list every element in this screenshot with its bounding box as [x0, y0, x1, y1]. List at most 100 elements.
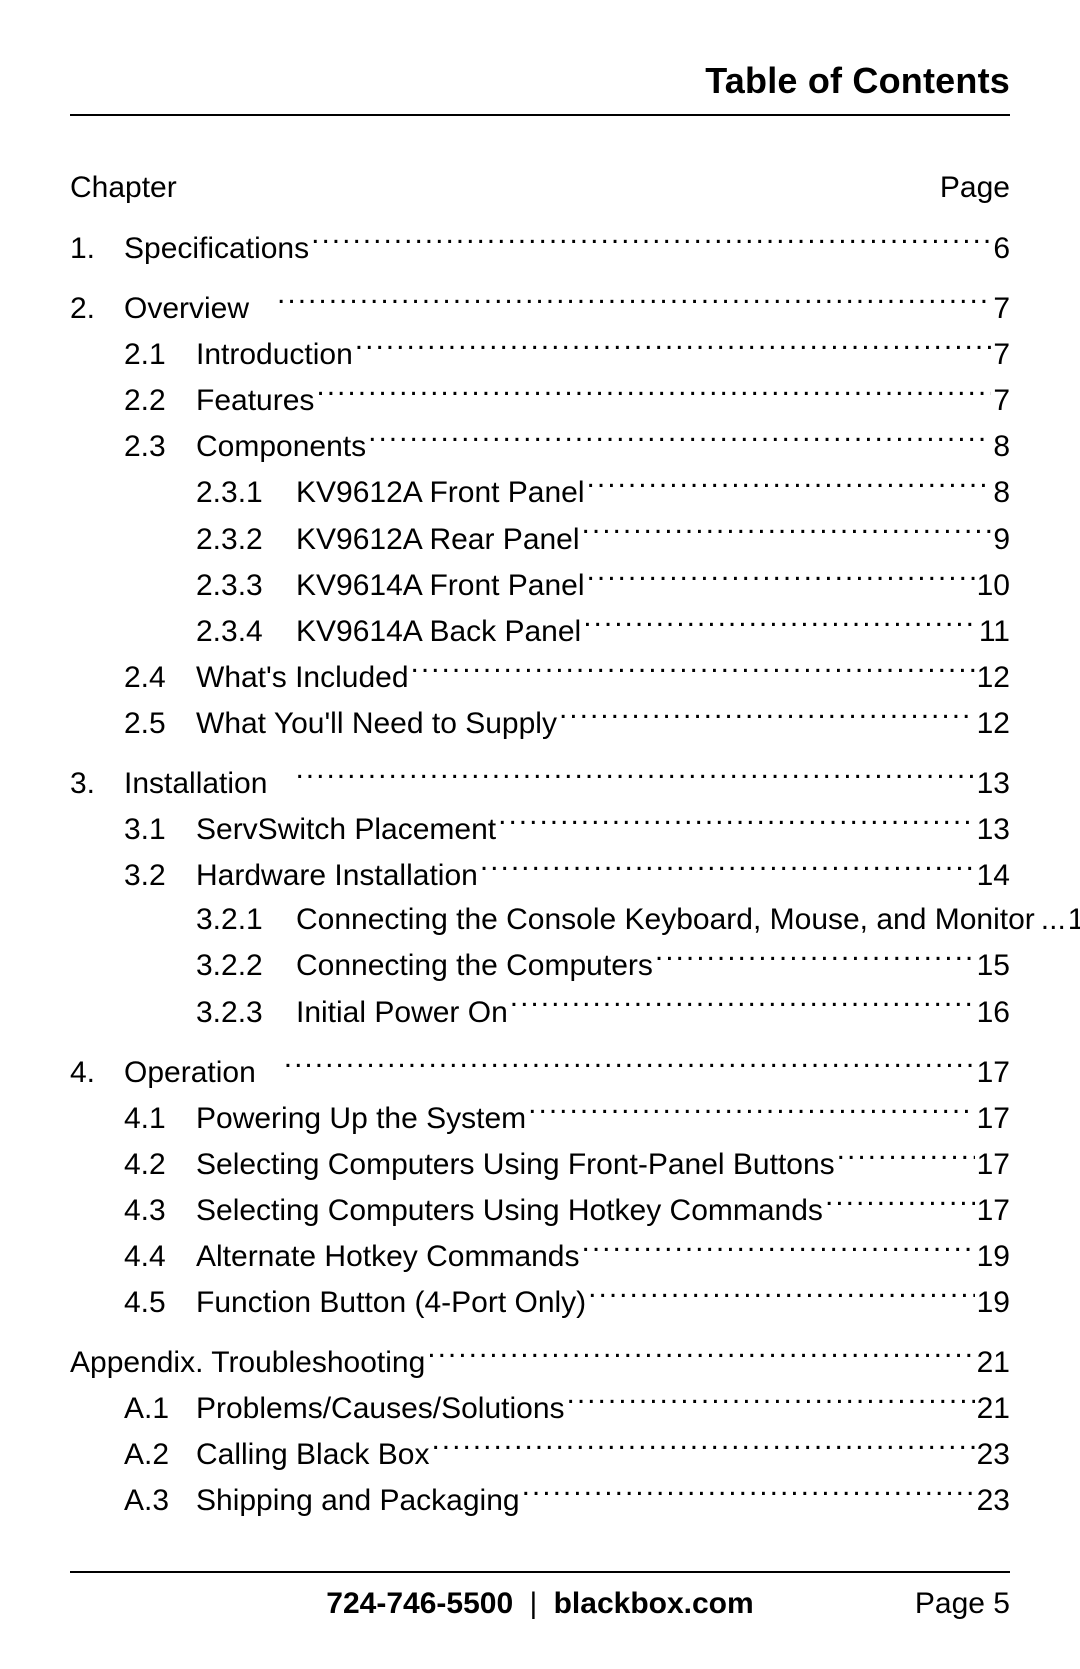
- toc-entry: 2.Overview 7: [70, 285, 1010, 331]
- page-footer: 724-746-5500 | blackbox.com Page 5: [70, 1571, 1010, 1621]
- toc-entry-number: 4.: [70, 1051, 124, 1095]
- toc-entry-page: 13: [975, 762, 1010, 806]
- toc-dot-leader: [510, 989, 975, 1022]
- toc-entry: 3.2Hardware Installation14: [70, 852, 1010, 898]
- toc-entry-title: KV9612A Rear Panel: [296, 518, 580, 562]
- toc-entry-number: A.1: [124, 1387, 196, 1431]
- toc-entry-title: Installation: [124, 762, 267, 806]
- toc-dot-leader: [582, 516, 992, 549]
- toc-entry-page: 15: [975, 944, 1010, 988]
- toc-dot-leader: [522, 1477, 975, 1510]
- toc-entry-page: 17: [975, 1189, 1010, 1233]
- toc-dot-leader: [284, 1049, 975, 1082]
- toc-entry: 4.5Function Button (4-Port Only) 19: [70, 1279, 1010, 1325]
- toc-entry: A.1Problems/Causes/Solutions 21: [70, 1385, 1010, 1431]
- toc-dot-leader: [431, 1431, 974, 1464]
- toc-entry-page: 23: [975, 1479, 1010, 1523]
- toc-entry-number: 4.5: [124, 1281, 196, 1325]
- toc-entry-page: 9: [991, 518, 1010, 562]
- toc-entry-title: Overview: [124, 287, 249, 331]
- toc-ellipsis: ...: [1041, 898, 1066, 942]
- toc-entry-page: 21: [975, 1341, 1010, 1385]
- toc-entry-number: 2.3.1: [196, 471, 296, 515]
- toc-entry: 2.1Introduction7: [70, 331, 1010, 377]
- toc-entry-page: 17: [975, 1143, 1010, 1187]
- toc-entry-number: 2.4: [124, 656, 196, 700]
- toc-entry-title: Initial Power On: [296, 991, 508, 1035]
- toc-entry-page: 7: [991, 287, 1010, 331]
- toc-entry-title: Powering Up the System: [196, 1097, 526, 1141]
- page-header-title: Table of Contents: [70, 60, 1010, 116]
- toc-entry-number: A.2: [124, 1433, 196, 1477]
- toc-entry: 3.1ServSwitch Placement13: [70, 806, 1010, 852]
- toc-dot-leader: [316, 377, 991, 410]
- toc-chapter-label: Chapter: [70, 171, 177, 205]
- toc-entry: 3.Installation13: [70, 760, 1010, 806]
- toc-entry-number: 3.2: [124, 854, 196, 898]
- toc-dot-leader: [311, 225, 991, 258]
- toc-entry-title: Selecting Computers Using Front-Panel Bu…: [196, 1143, 835, 1187]
- toc-spacer: [70, 746, 1010, 760]
- toc-entry: 1.Specifications6: [70, 225, 1010, 271]
- toc-dot-leader: [587, 562, 975, 595]
- toc-entry-page: 6: [991, 227, 1010, 271]
- toc-entry: 2.3.1KV9612A Front Panel8: [70, 469, 1010, 515]
- toc-entry-title: Function Button (4-Port Only): [196, 1281, 586, 1325]
- toc-entry-page: 11: [977, 610, 1010, 654]
- toc-entry-page: 19: [975, 1235, 1010, 1279]
- toc-entry-page: 12: [975, 656, 1010, 700]
- toc-entry-title: Calling Black Box: [196, 1433, 429, 1477]
- toc-entry-page: 21: [975, 1387, 1010, 1431]
- toc-entry-title: KV9612A Front Panel: [296, 471, 585, 515]
- toc-entry: 2.3.4KV9614A Back Panel11: [70, 608, 1010, 654]
- toc-entry-number: 2.3.3: [196, 564, 296, 608]
- toc-entry-number: 4.3: [124, 1189, 196, 1233]
- toc-entry-page: 8: [991, 425, 1010, 469]
- toc-column-headers: Chapter Page: [70, 171, 1010, 205]
- toc-dot-leader: [498, 806, 975, 839]
- toc-dot-leader: [295, 760, 974, 793]
- toc-dot-leader: [567, 1385, 975, 1418]
- toc-page-label: Page: [940, 171, 1010, 205]
- toc-entry-page: 19: [975, 1281, 1010, 1325]
- toc-entry: 2.5What You'll Need to Supply12: [70, 700, 1010, 746]
- toc-entry: 2.3Components8: [70, 423, 1010, 469]
- toc-entry: A.2Calling Black Box 23: [70, 1431, 1010, 1477]
- toc-entry-title: KV9614A Back Panel: [296, 610, 581, 654]
- toc-entry-page: 17: [975, 1097, 1010, 1141]
- footer-site: blackbox.com: [554, 1587, 754, 1620]
- toc-list: 1.Specifications6 2.Overview 72.1Introduct…: [70, 225, 1010, 1524]
- toc-spacer: [70, 1035, 1010, 1049]
- footer-center: 724-746-5500 | blackbox.com: [190, 1587, 890, 1621]
- footer-rule: [70, 1571, 1010, 1573]
- toc-entry-title: Problems/Causes/Solutions: [196, 1387, 565, 1431]
- toc-dot-leader: [655, 942, 975, 975]
- toc-entry-number: 4.1: [124, 1097, 196, 1141]
- document-page: Table of Contents Chapter Page 1.Specifi…: [0, 0, 1080, 1669]
- toc-entry-title: Operation: [124, 1051, 256, 1095]
- toc-entry-title: Connecting the Computers: [296, 944, 653, 988]
- toc-entry-number: 2.: [70, 287, 124, 331]
- toc-entry: 2.4What's Included12: [70, 654, 1010, 700]
- toc-entry-number: 4.4: [124, 1235, 196, 1279]
- toc-entry-number: 2.5: [124, 702, 196, 746]
- footer-separator: |: [521, 1587, 545, 1620]
- toc-entry-title: Connecting the Console Keyboard, Mouse, …: [296, 898, 1035, 942]
- toc-entry: A.3Shipping and Packaging23: [70, 1477, 1010, 1523]
- toc-entry-page: 23: [975, 1433, 1010, 1477]
- toc-dot-leader: [368, 423, 991, 456]
- footer-page-number: Page 5: [890, 1587, 1010, 1621]
- toc-entry-number: 1.: [70, 227, 124, 271]
- toc-entry-title: Alternate Hotkey Commands: [196, 1235, 580, 1279]
- toc-entry-title: KV9614A Front Panel: [296, 564, 585, 608]
- toc-entry-title: Introduction: [196, 333, 353, 377]
- toc-dot-leader: [528, 1095, 974, 1128]
- toc-entry-number: 3.2.2: [196, 944, 296, 988]
- toc-spacer: [70, 1325, 1010, 1339]
- toc-entry: 3.2.1Connecting the Console Keyboard, Mo…: [70, 898, 1010, 942]
- toc-dot-leader: [837, 1141, 975, 1174]
- toc-dot-leader: [587, 469, 992, 502]
- toc-entry-title: Hardware Installation: [196, 854, 478, 898]
- toc-entry-title: Appendix. Troubleshooting: [70, 1341, 425, 1385]
- toc-entry: 4.1Powering Up the System 17: [70, 1095, 1010, 1141]
